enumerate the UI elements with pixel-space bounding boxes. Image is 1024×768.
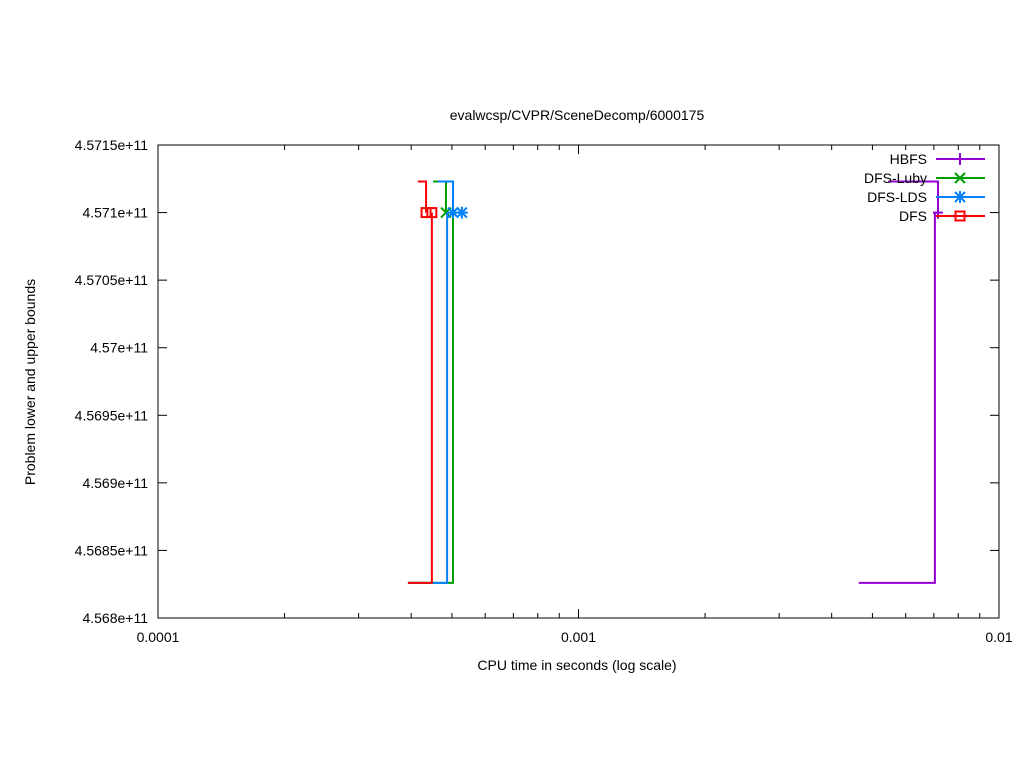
lower-bound-line [858, 212, 936, 584]
series-dfs-lds [407, 180, 468, 584]
data-point [426, 207, 438, 219]
data-point [447, 206, 460, 219]
lower-bound-line [407, 212, 433, 584]
data-point [420, 207, 432, 219]
upper-bound-line [888, 180, 939, 213]
legend-item: DFS-Luby [864, 170, 985, 186]
series-dfs [407, 180, 438, 584]
y-tick-label: 4.569e+11 [82, 475, 148, 491]
x-tick-label: 0.001 [561, 629, 596, 645]
upper-bound-line [417, 180, 428, 213]
x-tick-label: 0.0001 [137, 629, 180, 645]
legend-label: DFS-Luby [864, 170, 927, 186]
upper-bound-line [437, 180, 455, 213]
x-tick-label: 0.01 [985, 629, 1012, 645]
legend-label: DFS-LDS [867, 189, 927, 205]
lower-bound-line [407, 212, 449, 584]
y-tick-label: 4.5705e+11 [75, 272, 149, 288]
y-tick-label: 4.5695e+11 [75, 407, 149, 423]
legend-item: DFS-LDS [867, 189, 985, 205]
y-tick-label: 4.57e+11 [90, 340, 148, 356]
x-axis-label: CPU time in seconds (log scale) [477, 657, 676, 673]
legend-marker [955, 153, 965, 165]
legend-label: HBFS [890, 151, 927, 167]
legend-item: HBFS [890, 151, 985, 167]
data-point [455, 206, 468, 219]
y-tick-label: 4.5685e+11 [75, 542, 149, 558]
legend-label: DFS [899, 208, 927, 224]
y-tick-label: 4.568e+11 [82, 610, 148, 626]
legend-marker [954, 172, 966, 184]
chart-title: evalwcsp/CVPR/SceneDecomp/6000175 [450, 107, 705, 123]
y-tick-label: 4.571e+11 [82, 205, 148, 221]
y-tick-label: 4.5715e+11 [75, 137, 149, 153]
series-hbfs [858, 180, 943, 584]
legend-item: DFS [899, 208, 985, 224]
legend-marker [954, 191, 966, 203]
plot-frame [157, 144, 1000, 619]
legend-marker [954, 210, 966, 222]
y-axis-label: Problem lower and upper bounds [22, 279, 38, 485]
